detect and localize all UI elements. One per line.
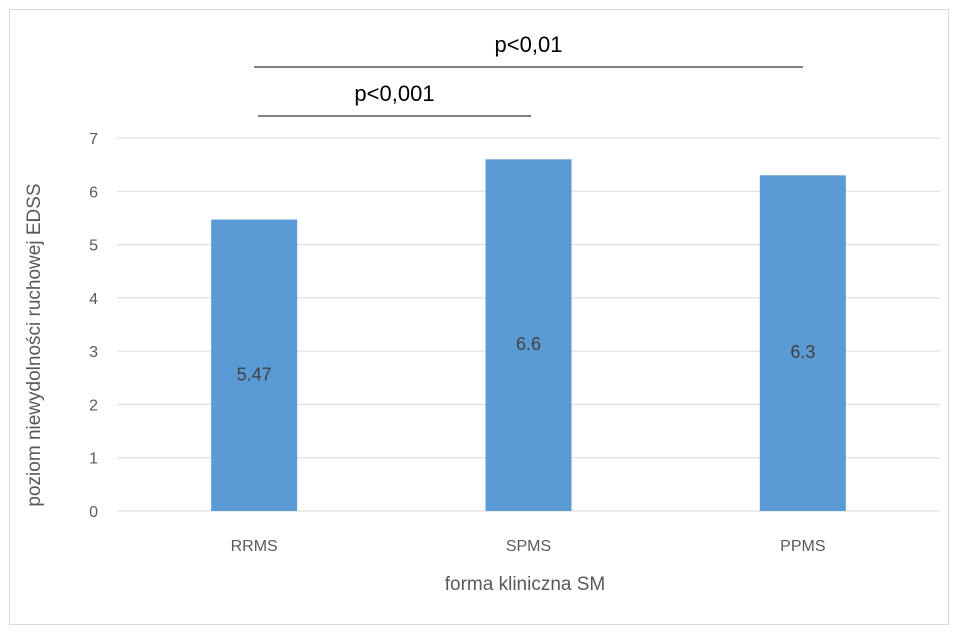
data-label: 6.6: [516, 334, 541, 354]
chart-frame: [9, 9, 949, 625]
x-axis-categories: RRMS SPMS PPMS: [231, 538, 826, 555]
y-axis-title: poziom niewydolności ruchowej EDSS: [24, 183, 45, 506]
y-tick-label: 5: [89, 238, 98, 255]
x-tick-label: PPMS: [780, 538, 825, 555]
data-label: 5.47: [237, 364, 272, 384]
significance-label: p<0,01: [495, 32, 563, 57]
y-axis-ticks: 0 1 2 3 4 5 6 7: [89, 131, 98, 521]
data-label: 6.3: [790, 342, 815, 362]
y-tick-label: 6: [89, 184, 98, 201]
bar-spms: [485, 159, 572, 512]
significance-label: p<0,001: [354, 81, 434, 106]
data-labels: 5.47 6.6 6.3: [237, 334, 816, 384]
significance-annotations: p<0,01 p<0,001: [254, 32, 803, 117]
x-tick-label: SPMS: [506, 538, 551, 555]
x-axis-title: forma kliniczna SM: [445, 574, 606, 595]
bars: [211, 159, 846, 512]
y-tick-label: 1: [89, 451, 98, 468]
y-tick-label: 7: [89, 131, 98, 148]
bar-ppms: [759, 175, 846, 512]
y-tick-label: 0: [89, 504, 98, 521]
y-tick-label: 4: [89, 291, 98, 308]
x-tick-label: RRMS: [231, 538, 278, 555]
y-tick-label: 2: [89, 397, 98, 414]
bar-rrms: [211, 219, 298, 511]
y-tick-label: 3: [89, 344, 98, 361]
